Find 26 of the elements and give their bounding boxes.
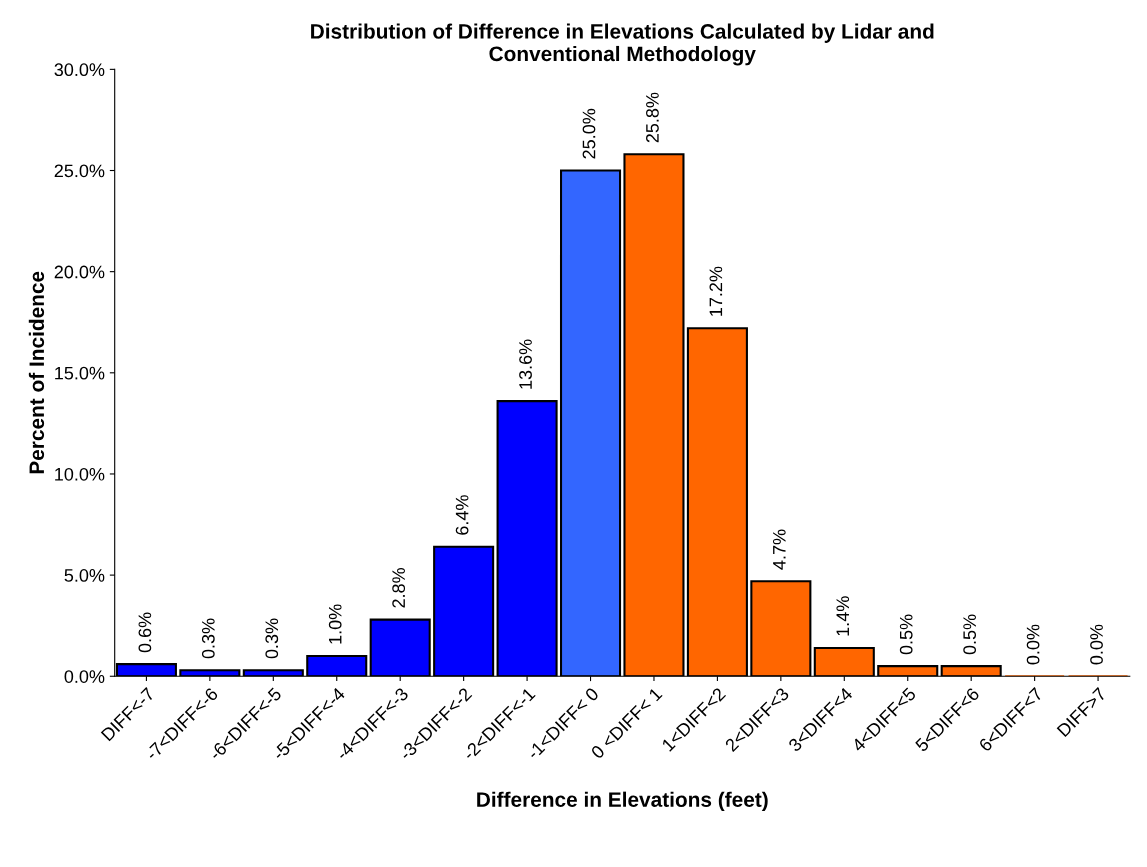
data-label: 0.3% [265, 618, 279, 659]
data-label: 0.5% [899, 614, 913, 655]
data-label: 2.8% [392, 567, 406, 608]
data-label: 0.3% [201, 618, 215, 659]
y-tick-label: 25.0% [54, 164, 105, 178]
y-tick-label: 0.0% [64, 670, 105, 683]
x-axis-title: Difference in Elevations (feet) [477, 791, 768, 812]
data-label: 6.4% [455, 495, 469, 535]
data-label: 0.0% [1026, 624, 1040, 665]
data-label: 25.8% [646, 92, 659, 143]
y-tick-label: 20.0% [54, 265, 105, 279]
y-tick-label: 10.0% [55, 467, 105, 481]
data-label: 1.4% [836, 596, 850, 636]
data-label: 13.6% [519, 339, 532, 389]
y-tick-label: 15.0% [55, 366, 105, 380]
data-label: 17.2% [709, 266, 723, 316]
data-label: 0.5% [963, 614, 977, 655]
y-tick-label: 30.0% [54, 63, 105, 77]
chart-title: Distribution of Difference in Elevations Calculated by Lidar and Conventional Methodology [311, 23, 934, 66]
data-label: 0.6% [138, 612, 152, 653]
y-axis-title: Percent of Incidence [28, 271, 45, 474]
data-label: 4.7% [773, 529, 786, 570]
data-label: 25.0% [582, 108, 596, 159]
data-label: 1.0% [328, 604, 342, 644]
y-tick-label: 5.0% [64, 569, 105, 582]
data-label: 0.0% [1090, 624, 1103, 665]
